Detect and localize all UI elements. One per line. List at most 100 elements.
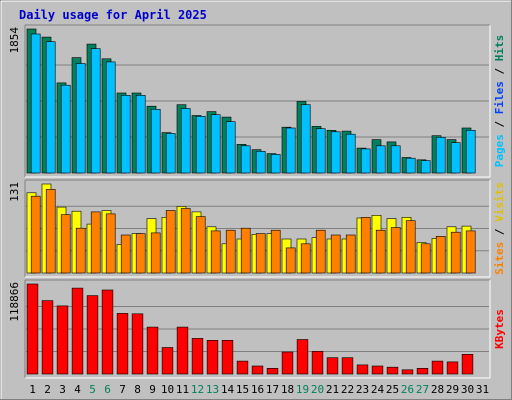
x-tick-label: 26 [401, 383, 414, 396]
y-max-label: 118866 [8, 282, 21, 322]
sites-bar [150, 232, 161, 274]
kbytes-bar [446, 361, 459, 375]
x-tick-label: 21 [326, 383, 339, 396]
y-max-label: 1854 [8, 27, 21, 54]
kbytes-bar [206, 339, 219, 375]
panel-sites-visits: 131 Sites / Visits [8, 179, 506, 278]
x-tick-label: 12 [191, 383, 204, 396]
x-tick-label: 8 [134, 383, 141, 396]
x-tick-label: 6 [104, 383, 111, 396]
sites-bar [345, 234, 356, 274]
side-legend: Sites / Visits [493, 182, 506, 275]
kbytes-bar [326, 357, 339, 375]
kbytes-bar [56, 305, 69, 375]
kbytes-bar [251, 365, 264, 375]
sites-bar [60, 214, 71, 274]
kbytes-bar [386, 366, 399, 375]
files-bar [315, 128, 326, 174]
sites-bar [315, 229, 326, 274]
kbytes-bar [296, 339, 309, 375]
files-bar [375, 145, 386, 174]
kbytes-bar [371, 365, 384, 375]
kbytes-bar [101, 289, 114, 375]
sites-bar [330, 234, 341, 274]
sites-bar [195, 216, 206, 274]
x-tick-label: 28 [431, 383, 444, 396]
files-bar [270, 154, 281, 174]
sites-bar [135, 233, 146, 274]
sites-bar [240, 227, 251, 274]
sites-bar [180, 208, 191, 274]
x-tick-label: 4 [74, 383, 81, 396]
sites-bar [120, 234, 131, 274]
panel-kbytes: 118866 KBytes [8, 279, 506, 379]
sites-bar [105, 213, 116, 274]
x-tick-label: 7 [119, 383, 126, 396]
files-bar [330, 131, 341, 174]
kbytes-bar [71, 287, 84, 375]
sites-bar [450, 231, 461, 274]
x-axis-labels: 1 2 3 4 5 6 7 8 9 10 11 12 13 14 15 16 17 18 19 20 21 22 23 24 2… [29, 383, 489, 396]
x-tick-label: 29 [446, 383, 459, 396]
kbytes-bar [26, 283, 39, 375]
files-bar [210, 114, 221, 174]
files-bar [285, 127, 296, 174]
files-bar [45, 41, 56, 174]
kbytes-bar [131, 313, 144, 375]
kbytes-bar [416, 367, 429, 375]
x-tick-label: 24 [371, 383, 385, 396]
files-bar [180, 108, 191, 174]
files-bar [465, 130, 476, 174]
sites-bar [270, 229, 281, 274]
legend-entry: / [493, 61, 506, 81]
x-tick-label: 14 [221, 383, 235, 396]
files-bar [195, 116, 206, 174]
x-tick-label: 22 [341, 383, 354, 396]
x-tick-label: 17 [266, 383, 279, 396]
x-tick-label: 25 [386, 383, 399, 396]
kbytes-bar [41, 300, 54, 375]
x-tick-label: 23 [356, 383, 369, 396]
panel-hits-files: 1854 Pages / Files / Hits [8, 24, 506, 178]
x-tick-label: 2 [44, 383, 51, 396]
x-tick-label: 20 [311, 383, 324, 396]
x-tick-label: 13 [206, 383, 219, 396]
x-tick-label: 18 [281, 383, 294, 396]
files-bar [150, 109, 161, 174]
y-max-label: 131 [8, 182, 21, 202]
chart-panels: 1854 Pages / Files / Hits 131 Sites / Visit… [8, 24, 506, 379]
files-bar [390, 145, 401, 174]
files-bar [105, 61, 116, 174]
files-bar [255, 151, 266, 174]
series-sites [30, 189, 476, 274]
files-bar [165, 133, 176, 174]
kbytes-bar [146, 326, 159, 375]
kbytes-bar [431, 360, 444, 375]
kbytes-bar [266, 367, 279, 375]
kbytes-bar [461, 353, 474, 375]
files-bar [360, 148, 371, 174]
files-bar [120, 95, 131, 174]
sites-bar [465, 230, 476, 274]
files-bar [450, 142, 461, 174]
sites-bar [165, 210, 176, 274]
files-bar [60, 84, 71, 174]
files-bar [405, 157, 416, 174]
sites-bar [420, 243, 431, 274]
x-tick-label: 31 [476, 383, 489, 396]
legend-entry: / [493, 222, 506, 242]
files-bar [240, 145, 251, 174]
files-bar [435, 137, 446, 174]
legend-entry: Visits [493, 182, 506, 222]
kbytes-bar [161, 347, 174, 375]
kbytes-bar [176, 326, 189, 375]
kbytes-bar [191, 338, 204, 375]
kbytes-bar [401, 369, 414, 375]
sites-bar [300, 243, 311, 274]
files-bar [75, 63, 86, 174]
side-legend: KBytes [493, 309, 506, 349]
x-tick-label: 27 [416, 383, 429, 396]
x-tick-label: 30 [461, 383, 474, 396]
